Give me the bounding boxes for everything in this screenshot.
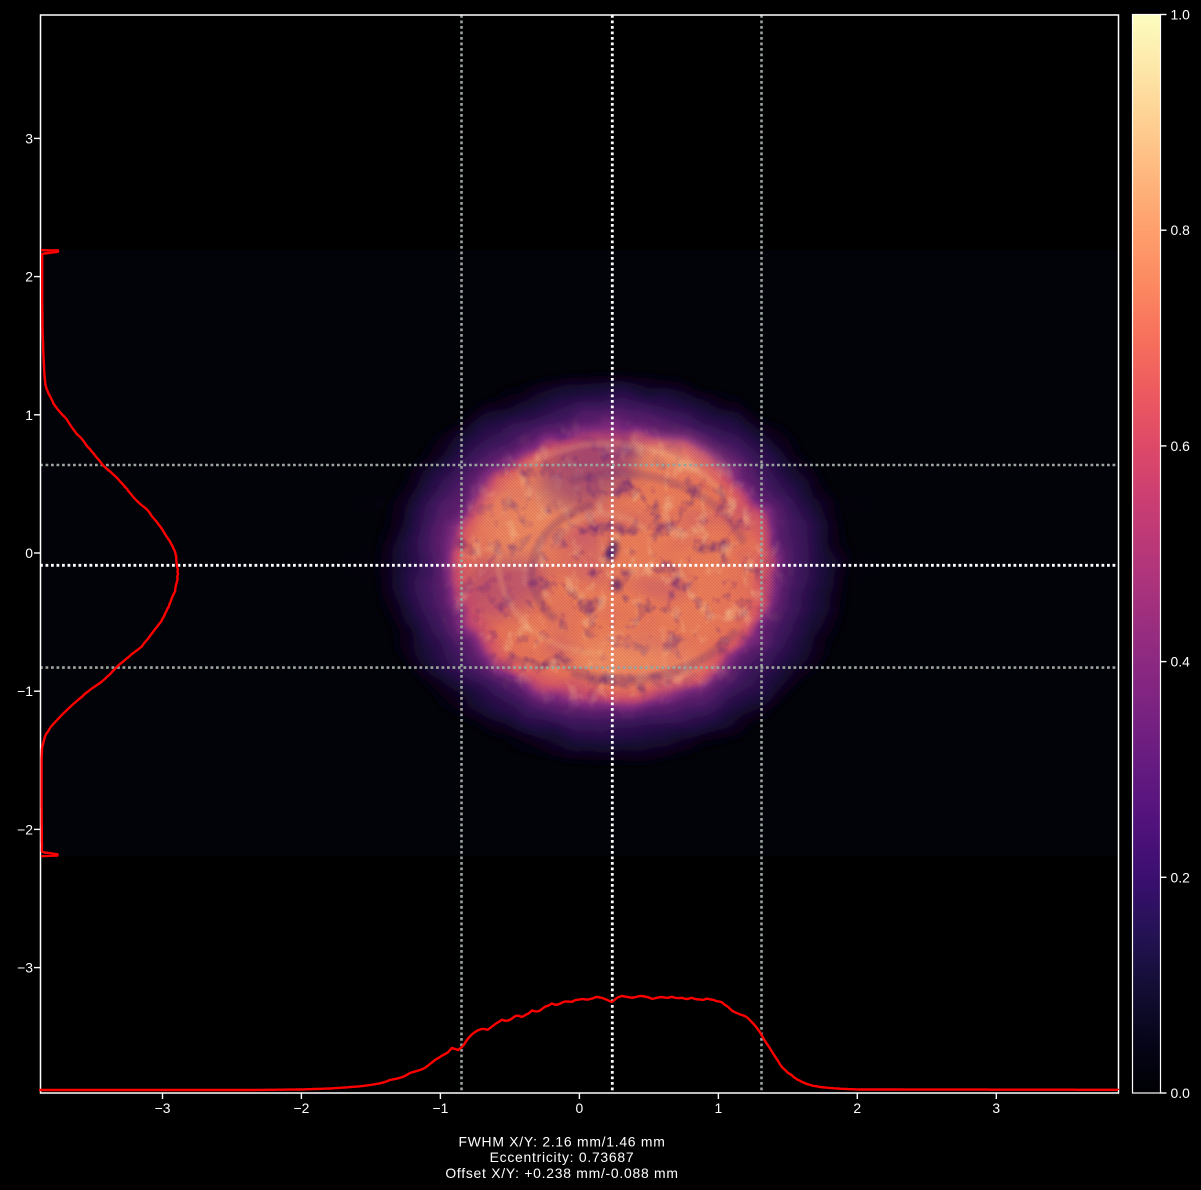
svg-text:−3: −3 (155, 1100, 171, 1116)
svg-text:2: 2 (853, 1100, 861, 1116)
svg-text:0.8: 0.8 (1171, 222, 1191, 238)
svg-text:−2: −2 (17, 821, 33, 837)
svg-text:Offset X/Y: +0.238 mm/-0.088 m: Offset X/Y: +0.238 mm/-0.088 mm (445, 1165, 678, 1181)
svg-text:Eccentricity: 0.73687: Eccentricity: 0.73687 (490, 1149, 635, 1165)
svg-text:3: 3 (992, 1100, 1000, 1116)
svg-text:−3: −3 (17, 960, 33, 976)
svg-text:3: 3 (25, 130, 33, 146)
svg-text:0.6: 0.6 (1171, 438, 1191, 454)
svg-text:−1: −1 (432, 1100, 448, 1116)
svg-text:1: 1 (25, 407, 33, 423)
svg-text:0.4: 0.4 (1171, 654, 1191, 670)
svg-text:−1: −1 (17, 683, 33, 699)
svg-text:0: 0 (25, 545, 33, 561)
svg-text:−2: −2 (293, 1100, 309, 1116)
svg-text:0.0: 0.0 (1171, 1085, 1191, 1101)
svg-text:0.2: 0.2 (1171, 869, 1191, 885)
svg-text:FWHM X/Y: 2.16 mm/1.46 mm: FWHM X/Y: 2.16 mm/1.46 mm (458, 1133, 665, 1149)
svg-text:1.0: 1.0 (1171, 7, 1191, 23)
svg-text:0: 0 (576, 1100, 584, 1116)
svg-text:2: 2 (25, 269, 33, 285)
svg-text:1: 1 (715, 1100, 723, 1116)
